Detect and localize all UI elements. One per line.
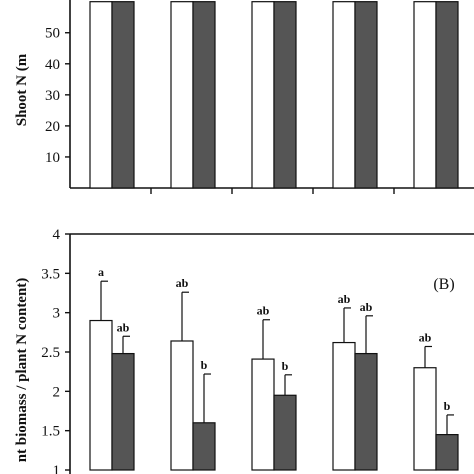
significance-label: b [282,359,289,373]
significance-label: ab [117,320,130,334]
y-tick-label: 3 [53,306,61,322]
bar-series-1-group-4 [332,1,356,189]
significance-label: ab [257,304,270,318]
y-tick-label: 3.5 [41,266,60,282]
bar-series-1-group-3 [251,358,275,471]
panel-b: nt biomass / plant N content) (B) 1 1.5 2 2… [14,227,474,474]
significance-label: b [444,399,451,413]
bar-series-2-group-1 [111,1,135,189]
significance-label: a [98,265,104,279]
bar-series-1-group-2 [170,340,194,471]
significance-label: ab [176,276,189,290]
y-tick-label: 30 [45,88,60,104]
panel-a-y-axis-label: Shoot N (m [14,53,30,126]
bar-series-1-group-1 [89,319,113,471]
y-tick-label: 1 [53,463,61,474]
bar-series-1-group-5 [413,1,437,189]
bar-series-2-group-3 [273,1,297,189]
significance-label: ab [360,300,373,314]
panel-b-y-axis-label: nt biomass / plant N content) [14,278,30,463]
panel-b-label: (B) [433,276,454,293]
bar-series-2-group-2 [192,422,216,471]
bar-series-2-group-5 [435,434,459,471]
y-tick-label: 50 [45,26,60,42]
bar-series-1-group-2 [170,1,194,189]
bar-series-2-group-4 [354,352,378,471]
bar-series-2-group-3 [273,394,297,471]
significance-label: b [201,358,208,372]
y-tick-label: 4 [53,227,61,243]
y-tick-label: 10 [45,150,60,166]
significance-label: ab [338,292,351,306]
y-tick-label: 2.5 [41,345,60,361]
bar-series-2-group-4 [354,1,378,189]
bar-series-2-group-2 [192,1,216,189]
significance-label: ab [419,330,432,344]
y-tick-label: 2 [53,384,61,400]
y-tick-label: 1.5 [41,424,60,440]
bar-series-1-group-4 [332,341,356,471]
y-tick-label: 40 [45,57,60,73]
bar-series-1-group-5 [413,367,437,471]
y-tick-label: 20 [45,119,60,135]
panel-a: Shoot N (m 10 20 30 40 50 [14,0,474,194]
bar-series-2-group-5 [435,1,459,189]
bar-series-1-group-1 [89,1,113,189]
bar-series-2-group-1 [111,352,135,471]
panel-a-plot: 10 20 30 40 50 [45,0,474,194]
bar-series-1-group-3 [251,1,275,189]
